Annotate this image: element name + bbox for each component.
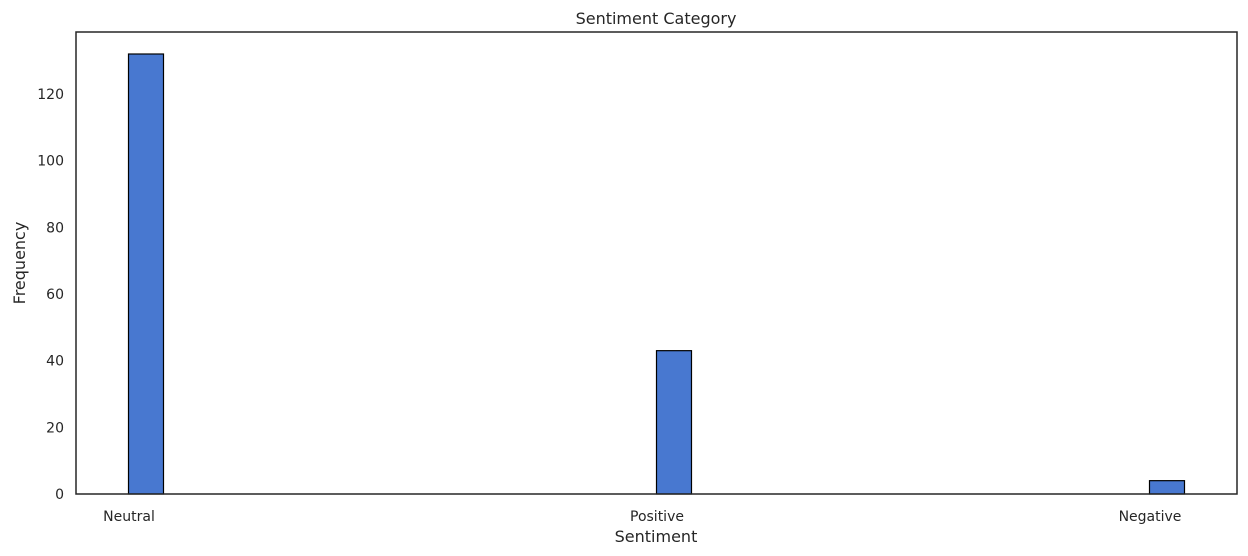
bars-group [127, 53, 1186, 495]
bar-neutral [127, 53, 165, 495]
bar-negative [1148, 480, 1186, 495]
x-ticks: Neutral Positive Negative [103, 509, 1181, 525]
x-tick-label-negative: Negative [1119, 509, 1182, 525]
x-axis-label: Sentiment [615, 527, 698, 546]
chart-title: Sentiment Category [576, 9, 737, 28]
y-tick-label-0: 0 [55, 487, 64, 503]
x-tick-label-positive: Positive [630, 509, 684, 525]
y-tick-label-60: 60 [46, 287, 64, 303]
y-tick-label-120: 120 [37, 87, 64, 103]
plot-frame [75, 31, 1238, 495]
y-ticks: 0 20 40 60 80 100 120 [37, 87, 64, 503]
y-tick-label-80: 80 [46, 220, 64, 236]
bar-positive [655, 350, 693, 495]
x-tick-label-neutral: Neutral [103, 509, 155, 525]
y-tick-label-20: 20 [46, 420, 64, 436]
y-axis-label: Frequency [10, 222, 29, 305]
y-tick-label-100: 100 [37, 154, 64, 170]
y-tick-label-40: 40 [46, 354, 64, 370]
